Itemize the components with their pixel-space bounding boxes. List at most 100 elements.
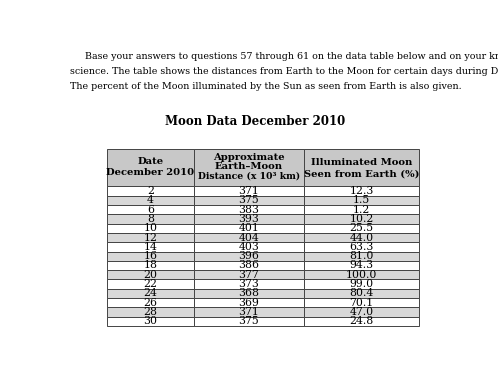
Text: 26: 26 xyxy=(143,298,157,308)
Bar xyxy=(194,261,304,270)
Text: 371: 371 xyxy=(239,186,259,196)
Text: 22: 22 xyxy=(143,279,157,289)
Bar xyxy=(304,279,419,289)
Text: 375: 375 xyxy=(239,195,259,205)
Text: 401: 401 xyxy=(239,223,259,233)
Bar xyxy=(304,261,419,270)
Text: 20: 20 xyxy=(143,270,157,280)
Text: 369: 369 xyxy=(239,298,259,308)
Bar xyxy=(107,242,194,251)
Text: 16: 16 xyxy=(143,251,157,261)
Text: 1.5: 1.5 xyxy=(353,195,370,205)
Bar xyxy=(304,205,419,214)
Text: Distance (x 10³ km): Distance (x 10³ km) xyxy=(198,171,300,180)
Text: 63.3: 63.3 xyxy=(349,242,374,252)
Bar xyxy=(304,224,419,233)
Bar xyxy=(194,289,304,298)
Bar xyxy=(304,196,419,205)
Text: 12: 12 xyxy=(143,232,157,243)
Bar xyxy=(304,289,419,298)
Text: 2: 2 xyxy=(147,186,154,196)
Bar xyxy=(194,298,304,307)
Text: 47.0: 47.0 xyxy=(350,307,374,317)
Text: 6: 6 xyxy=(147,205,154,215)
Bar xyxy=(304,270,419,279)
Text: 368: 368 xyxy=(239,288,259,298)
Text: 393: 393 xyxy=(239,214,259,224)
Bar xyxy=(107,317,194,326)
Bar xyxy=(194,242,304,251)
Text: 383: 383 xyxy=(239,205,259,215)
Text: 10: 10 xyxy=(143,223,157,233)
Bar xyxy=(304,251,419,261)
Bar xyxy=(304,298,419,307)
Bar xyxy=(194,186,304,196)
Text: Seen from Earth (%): Seen from Earth (%) xyxy=(304,169,419,178)
Text: 24: 24 xyxy=(143,288,157,298)
Text: 396: 396 xyxy=(239,251,259,261)
Text: 371: 371 xyxy=(239,307,259,317)
Bar xyxy=(304,233,419,242)
Bar xyxy=(107,289,194,298)
Bar xyxy=(194,307,304,317)
Text: 25.5: 25.5 xyxy=(350,223,374,233)
Bar xyxy=(107,214,194,224)
Bar xyxy=(194,205,304,214)
Text: Earth–Moon: Earth–Moon xyxy=(215,162,283,171)
Bar xyxy=(107,298,194,307)
Text: 100.0: 100.0 xyxy=(346,270,377,280)
Text: 14: 14 xyxy=(143,242,157,252)
Bar xyxy=(194,196,304,205)
Bar xyxy=(107,233,194,242)
Text: 70.1: 70.1 xyxy=(349,298,374,308)
Bar xyxy=(304,317,419,326)
Text: science. The table shows the distances from Earth to the Moon for certain days d: science. The table shows the distances f… xyxy=(70,67,498,76)
Bar xyxy=(107,270,194,279)
Text: 80.4: 80.4 xyxy=(349,288,374,298)
Bar xyxy=(304,242,419,251)
Bar xyxy=(194,149,304,186)
Text: 24.8: 24.8 xyxy=(349,316,374,326)
Text: Approximate: Approximate xyxy=(213,153,285,162)
Text: 44.0: 44.0 xyxy=(350,232,374,243)
Text: Illuminated Moon: Illuminated Moon xyxy=(311,158,412,167)
Bar xyxy=(194,233,304,242)
Text: 1.2: 1.2 xyxy=(353,205,370,215)
Text: Moon Data December 2010: Moon Data December 2010 xyxy=(165,115,345,128)
Bar xyxy=(107,279,194,289)
Text: 99.0: 99.0 xyxy=(350,279,374,289)
Bar xyxy=(194,317,304,326)
Bar xyxy=(107,196,194,205)
Text: 373: 373 xyxy=(239,279,259,289)
Text: 28: 28 xyxy=(143,307,157,317)
Text: The percent of the Moon illuminated by the Sun as seen from Earth is also given.: The percent of the Moon illuminated by t… xyxy=(70,81,462,91)
Text: 377: 377 xyxy=(239,270,259,280)
Bar xyxy=(194,214,304,224)
Text: 386: 386 xyxy=(239,260,259,270)
Bar xyxy=(194,270,304,279)
Bar xyxy=(194,224,304,233)
Text: 4: 4 xyxy=(147,195,154,205)
Text: 8: 8 xyxy=(147,214,154,224)
Bar xyxy=(107,186,194,196)
Bar xyxy=(107,149,194,186)
Text: 18: 18 xyxy=(143,260,157,270)
Text: 404: 404 xyxy=(239,232,259,243)
Bar xyxy=(304,214,419,224)
Bar xyxy=(194,279,304,289)
Text: Base your answers to questions 57 through 61 on the data table below and on your: Base your answers to questions 57 throug… xyxy=(70,52,498,61)
Bar xyxy=(107,224,194,233)
Bar xyxy=(107,261,194,270)
Text: 10.2: 10.2 xyxy=(349,214,374,224)
Text: December 2010: December 2010 xyxy=(107,169,194,177)
Bar xyxy=(107,307,194,317)
Text: 12.3: 12.3 xyxy=(349,186,374,196)
Bar xyxy=(107,251,194,261)
Bar xyxy=(304,186,419,196)
Text: Date: Date xyxy=(137,157,163,166)
Bar xyxy=(194,251,304,261)
Text: 375: 375 xyxy=(239,316,259,326)
Bar xyxy=(304,149,419,186)
Text: 30: 30 xyxy=(143,316,157,326)
Text: 81.0: 81.0 xyxy=(349,251,374,261)
